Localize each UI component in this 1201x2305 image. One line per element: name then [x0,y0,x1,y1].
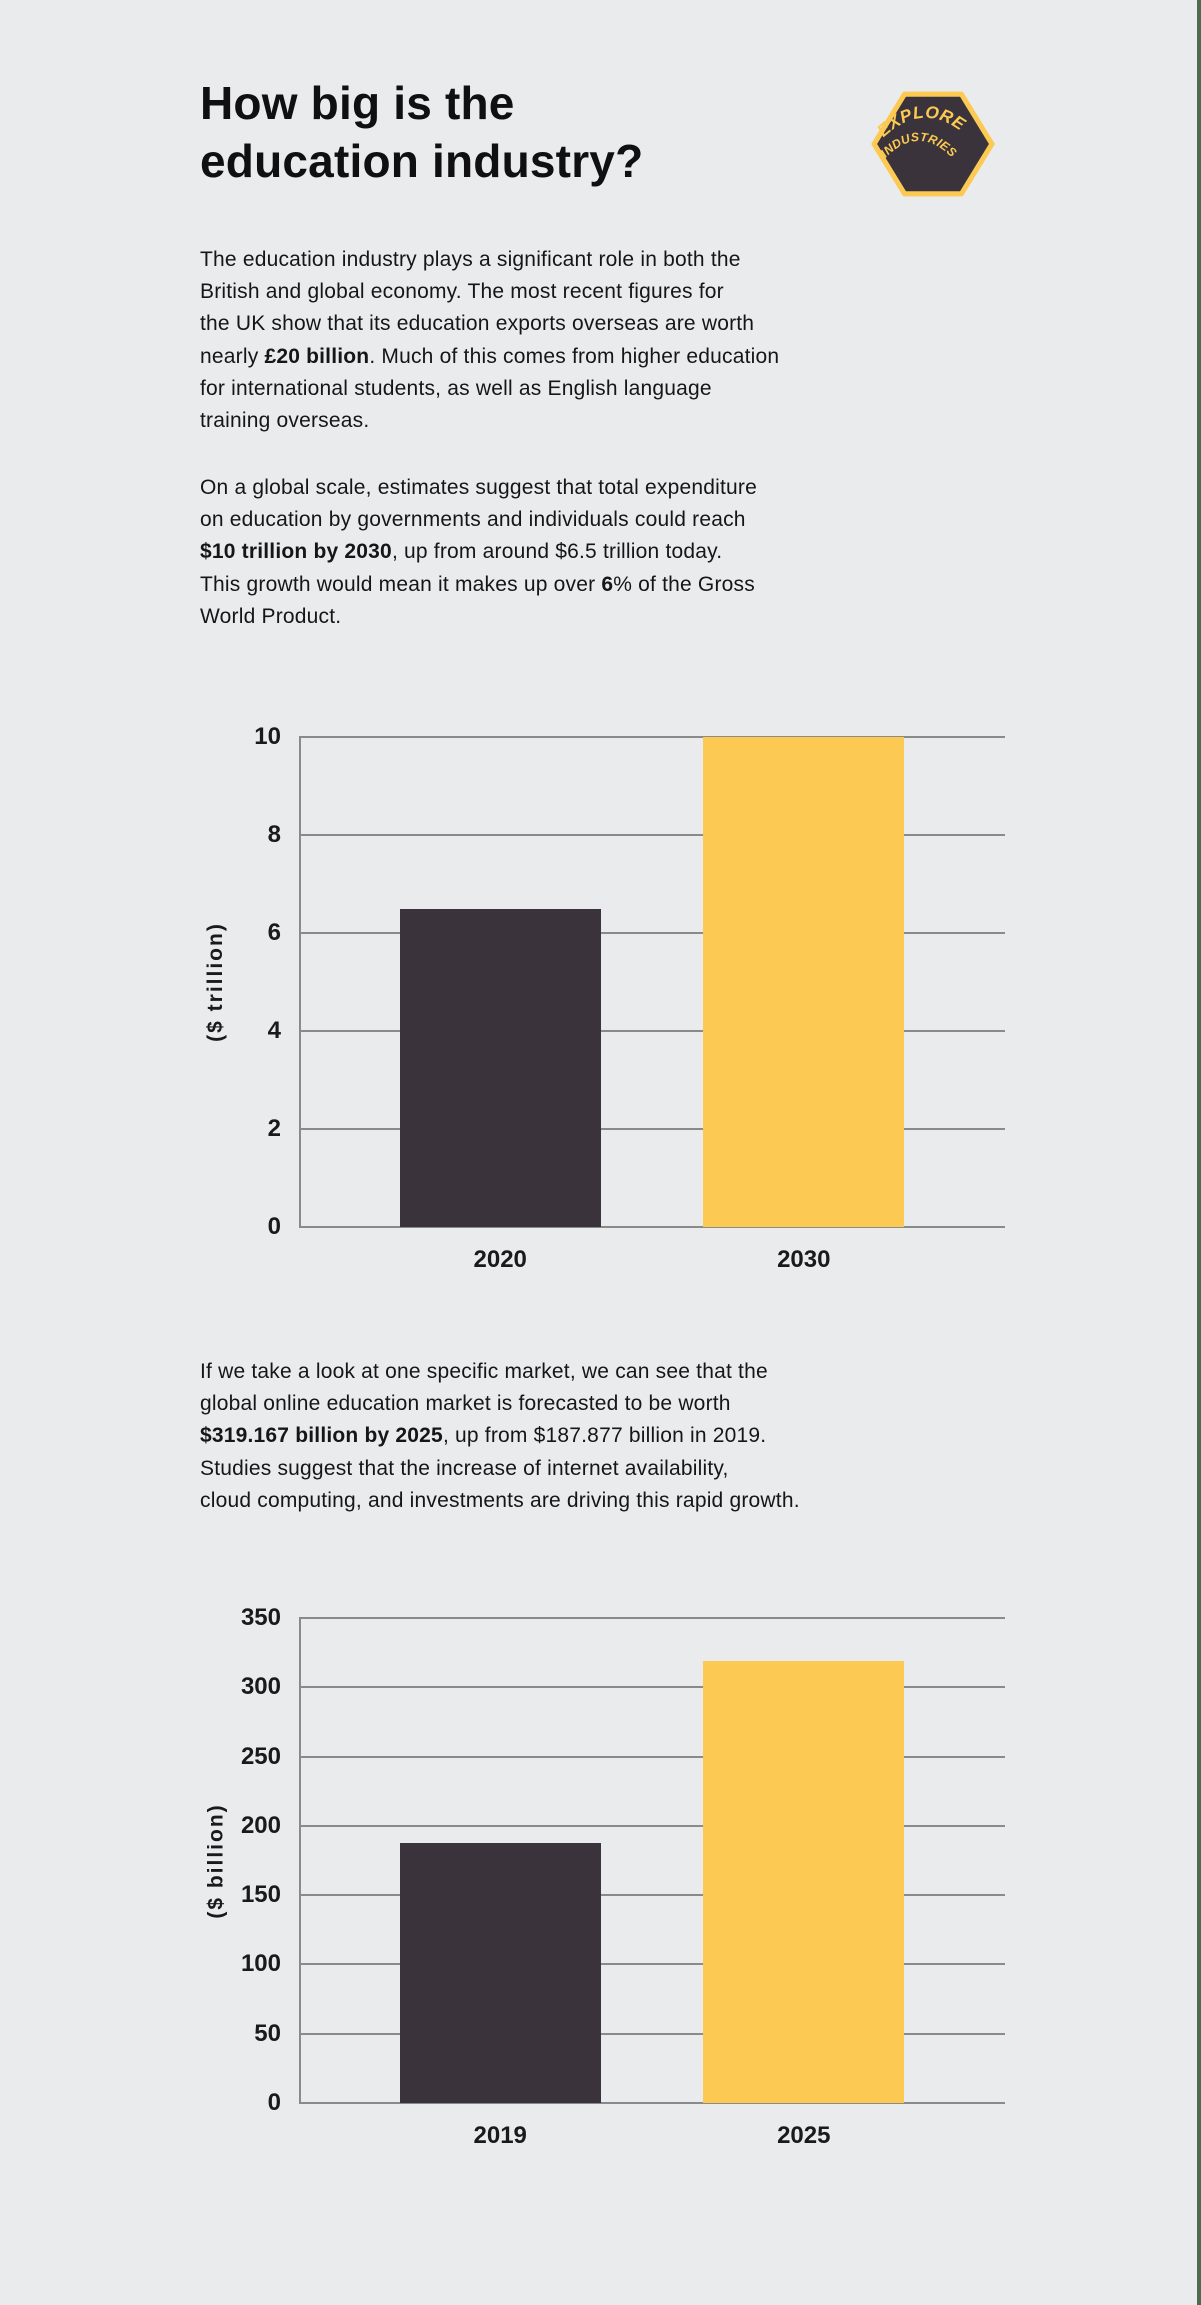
highlighted-text: 6 [601,572,614,596]
body-text: global online education market is foreca… [200,1392,731,1416]
text-line: British and global economy. The most rec… [200,276,779,308]
text-line: on education by governments and individu… [200,504,757,536]
body-text: If we take a look at one specific market… [200,1360,768,1383]
y-axis-tick-label: 10 [254,723,281,750]
gridline [299,1755,1005,1758]
highlighted-text: $10 trillion by 2030 [200,540,392,564]
highlighted-text: $319.167 billion by 2025 [200,1424,443,1448]
text-line: for international students, as well as E… [200,373,779,405]
explore-industries-badge: EXPLORE INDUSTRIES [871,91,995,197]
text-line: training overseas. [200,405,779,437]
y-axis-tick-label: 150 [240,1881,281,1909]
x-axis-tick-label: 2020 [473,1246,527,1273]
x-axis-tick-label: 2025 [777,2122,831,2149]
body-text: This growth would mean it makes up over [200,572,602,596]
body-text: for international students, as well as E… [200,376,712,400]
page-edge-strip [1197,0,1201,2305]
gridline [299,932,1005,934]
text-line: The education industry plays a significa… [200,244,779,276]
text-line: global online education market is foreca… [200,1388,800,1420]
y-axis-tick-label: 350 [240,1604,281,1631]
body-text: , up from $187.877 billion in 2019. [442,1424,767,1448]
text-line: cloud computing, and investments are dri… [200,1485,800,1517]
y-axis-title: ($ billion) [204,1802,227,1919]
text-line: $319.167 billion by 2025, up from $187.8… [200,1420,800,1452]
body-text: cloud computing, and investments are dri… [200,1488,800,1512]
badge-hexagon-icon [871,91,995,197]
gridline [299,834,1005,836]
global-expenditure-paragraph: On a global scale, estimates suggest tha… [200,472,757,633]
text-line: If we take a look at one specific market… [200,1356,800,1388]
body-text: the UK show that its education exports o… [200,312,755,336]
gridline [299,1226,1005,1228]
highlighted-text: £20 billion [264,344,370,368]
body-text: Studies suggest that the increase of int… [200,1456,729,1480]
y-axis-tick-label: 8 [267,821,281,848]
y-axis-tick-label: 6 [267,919,281,946]
body-text: % of the Gross [613,572,755,596]
gridline [299,1617,1005,1619]
y-axis-line [299,737,301,1228]
gridline [299,1128,1005,1130]
x-axis-tick-label: 2019 [473,2122,527,2149]
body-text: On a global scale, estimates suggest tha… [200,476,757,499]
bar-2020 [399,908,601,1227]
y-axis-tick-label: 50 [254,2019,281,2047]
body-text: nearly [200,344,265,368]
bar-2025 [703,1660,905,2103]
gridline [299,1894,1005,1897]
intro-paragraph: The education industry plays a significa… [200,244,779,437]
y-axis-tick-label: 100 [240,1950,281,1978]
y-axis-tick-label: 2 [267,1115,281,1142]
y-axis-tick-label: 200 [240,1811,281,1839]
gridline [299,2032,1005,2035]
text-line: nearly £20 billion. Much of this comes f… [200,341,779,373]
gridline [299,1963,1005,1966]
text-line: $10 trillion by 2030, up from around $6.… [200,536,757,568]
gridline [299,736,1005,738]
y-axis-tick-label: 0 [267,2089,281,2116]
y-axis-line [299,1618,301,2104]
y-axis-tick-label: 4 [267,1017,281,1044]
text-line: On a global scale, estimates suggest tha… [200,472,757,504]
y-axis-tick-label: 0 [267,1213,281,1240]
gridline [299,2102,1005,2104]
body-text: , up from around $6.5 trillion today. [391,540,723,564]
text-line: This growth would mean it makes up over … [200,569,757,601]
gridline [299,1030,1005,1032]
y-axis-tick-label: 250 [240,1742,281,1770]
bar-2019 [399,1842,601,2103]
gridline [299,1824,1005,1827]
y-axis-title: ($ trillion) [204,922,227,1042]
body-text: The education industry plays a significa… [200,248,741,271]
text-line: the UK show that its education exports o… [200,308,779,340]
page-title: How big is the education industry? [200,77,644,187]
body-text: World Product. [200,604,342,628]
bar-2030 [703,737,905,1227]
text-line: World Product. [200,601,757,633]
body-text: training overseas. [200,409,370,433]
y-axis-tick-label: 300 [240,1673,281,1701]
text-line: Studies suggest that the increase of int… [200,1453,800,1485]
body-text: British and global economy. The most rec… [200,280,724,304]
x-axis-tick-label: 2030 [777,1246,831,1273]
gridline [299,1686,1005,1689]
body-text: . Much of this comes from higher educati… [369,344,780,368]
body-text: on education by governments and individu… [200,508,746,532]
online-market-paragraph: If we take a look at one specific market… [200,1356,800,1517]
